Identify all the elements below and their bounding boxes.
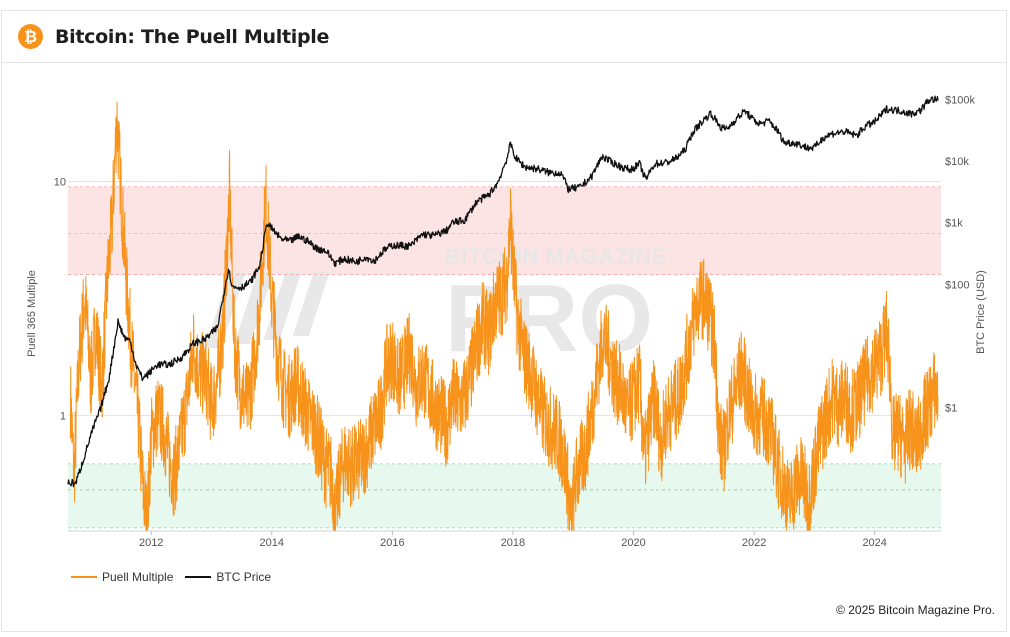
x-tick-label: 2012 [139,537,163,549]
legend: Puell Multiple BTC Price [71,569,283,585]
x-tick-label: 2014 [260,537,284,549]
y-right-tick-label: $10k [945,156,969,168]
series-line-puell-multiple [69,101,939,532]
y-left-axis-title: Puell 365 Multiple [26,270,38,357]
bitcoin-logo-icon: ₿ [18,24,43,49]
copyright: © 2025 Bitcoin Magazine Pro. [836,603,995,617]
y-right-tick-label: $100k [945,94,975,106]
axes-layer: 2012 2014 2016 2018 2020 2022 2024 10 1 $100k $10k… [26,94,987,549]
page-title: Bitcoin: The Puell Multiple [55,26,330,48]
x-tick-label: 2022 [742,537,766,549]
watermark-logo-stripe [263,272,302,340]
chart-card: ₿ Bitcoin: The Puell Multiple [1,10,1007,632]
x-tick-label: 2020 [621,537,645,549]
legend-label-btc-price: BTC Price [216,570,272,584]
y-right-tick-label: $1k [945,218,963,230]
series-layer [67,95,939,532]
watermark-logo-stripe [292,272,330,336]
y-left-tick-label: 1 [60,410,66,422]
y-right-tick-label: $1 [945,403,957,415]
legend-label-puell: Puell Multiple [102,570,174,584]
series-line-btc-price [67,95,939,487]
y-left-tick-label: 10 [54,177,66,189]
watermark-text: BITCOIN MAGAZINE [445,244,667,269]
x-tick-label: 2018 [501,537,525,549]
chart-header: ₿ Bitcoin: The Puell Multiple [2,11,1006,63]
x-tick-label: 2016 [380,537,404,549]
legend-swatch-puell [71,576,97,578]
legend-swatch-btc-price [185,576,212,578]
y-right-tick-label: $100 [945,279,969,291]
x-tick-label: 2024 [862,537,886,549]
legend-item-puell[interactable]: Puell Multiple [71,570,173,584]
legend-item-btc-price[interactable]: BTC Price [185,570,271,584]
y-right-axis-title: BTC Price (USD) [975,270,987,354]
watermark-logo-stripe [234,272,274,344]
